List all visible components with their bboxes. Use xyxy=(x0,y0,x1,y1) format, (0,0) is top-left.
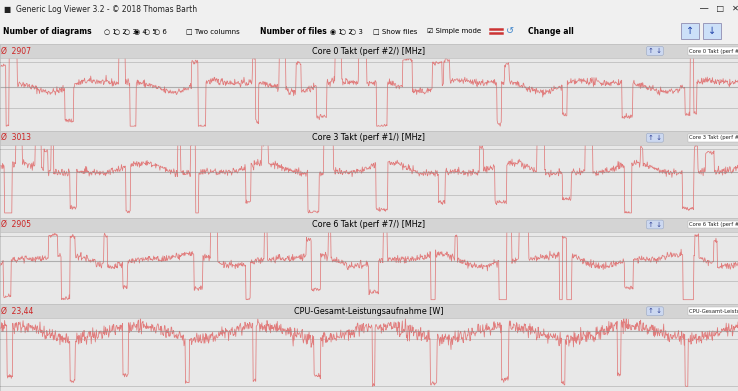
Text: Ø  2905: Ø 2905 xyxy=(1,220,32,229)
Text: ↑ ↓: ↑ ↓ xyxy=(648,221,662,228)
Text: Ø  23,44: Ø 23,44 xyxy=(1,307,34,316)
Bar xyxy=(703,23,721,39)
Text: CPU-Gesamt-Leistungsau..  ▾: CPU-Gesamt-Leistungsau.. ▾ xyxy=(689,309,738,314)
Bar xyxy=(681,23,699,39)
Text: ◉ 1: ◉ 1 xyxy=(330,28,343,34)
Text: Number of diagrams: Number of diagrams xyxy=(3,27,92,36)
Text: ○ 1: ○ 1 xyxy=(104,28,117,34)
Text: Core 0 Takt (perf #2/) [MHz]: Core 0 Takt (perf #2/) [MHz] xyxy=(312,47,426,56)
Text: ○ 6: ○ 6 xyxy=(154,28,167,34)
Text: CPU-Gesamt-Leistungsaufnahme [W]: CPU-Gesamt-Leistungsaufnahme [W] xyxy=(294,307,444,316)
Text: Core 6 Takt (perf #7/) [MHz]: Core 6 Takt (perf #7/) [MHz] xyxy=(312,220,426,229)
Text: ○ 2: ○ 2 xyxy=(114,28,127,34)
Bar xyxy=(0,304,738,318)
Text: Change all: Change all xyxy=(528,27,573,36)
Text: Core 3 Takt (perf #1/) [MHz]: Core 3 Takt (perf #1/) [MHz] xyxy=(312,133,426,142)
Text: ↑ ↓: ↑ ↓ xyxy=(648,308,662,314)
Bar xyxy=(0,131,738,145)
Text: Core 0 Takt (perf #2/) [M..  ▾: Core 0 Takt (perf #2/) [M.. ▾ xyxy=(689,48,738,54)
Text: ↑: ↑ xyxy=(686,26,694,36)
Text: ↑ ↓: ↑ ↓ xyxy=(648,135,662,141)
Text: ○ 2: ○ 2 xyxy=(340,28,353,34)
Text: ↺: ↺ xyxy=(506,26,514,36)
Text: ☑ Simple mode: ☑ Simple mode xyxy=(427,28,481,34)
Text: Ø  3013: Ø 3013 xyxy=(1,133,32,142)
Text: Ø  2907: Ø 2907 xyxy=(1,47,32,56)
Text: ○ 3: ○ 3 xyxy=(350,28,363,34)
Text: ○ 5: ○ 5 xyxy=(144,28,156,34)
Bar xyxy=(0,217,738,231)
Text: □ Show files: □ Show files xyxy=(373,28,418,34)
Text: ○ 3: ○ 3 xyxy=(124,28,137,34)
Text: ↑ ↓: ↑ ↓ xyxy=(648,48,662,54)
Text: Number of files: Number of files xyxy=(260,27,327,36)
Text: ■  Generic Log Viewer 3.2 - © 2018 Thomas Barth: ■ Generic Log Viewer 3.2 - © 2018 Thomas… xyxy=(4,5,197,14)
Text: ―   □   ✕: ― □ ✕ xyxy=(700,5,738,14)
Text: ◉ 4: ◉ 4 xyxy=(134,28,147,34)
Text: Core 6 Takt (perf #7/) [M..  ▾: Core 6 Takt (perf #7/) [M.. ▾ xyxy=(689,222,738,227)
Text: ↓: ↓ xyxy=(708,26,716,36)
Bar xyxy=(0,44,738,58)
Text: Core 3 Takt (perf #1/) [M..  ▾: Core 3 Takt (perf #1/) [M.. ▾ xyxy=(689,135,738,140)
Text: □ Two columns: □ Two columns xyxy=(186,28,240,34)
